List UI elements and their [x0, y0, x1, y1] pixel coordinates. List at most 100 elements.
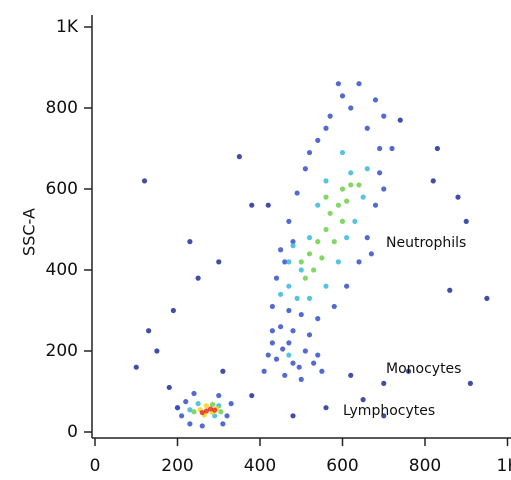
- point: [249, 392, 255, 399]
- point: [170, 307, 176, 314]
- point: [315, 316, 321, 322]
- point: [463, 218, 469, 224]
- point: [286, 218, 292, 224]
- point: [195, 401, 201, 407]
- point: [484, 295, 490, 301]
- point: [360, 194, 366, 200]
- x-tick-label: 1K: [497, 456, 511, 476]
- point: [294, 295, 300, 301]
- point: [286, 307, 292, 314]
- point: [339, 93, 346, 99]
- point: [348, 182, 354, 188]
- point: [166, 384, 172, 391]
- point: [265, 352, 271, 358]
- point: [154, 348, 160, 354]
- point: [302, 348, 308, 354]
- y-tick-label: 800: [46, 98, 78, 118]
- point: [236, 154, 242, 160]
- point: [323, 125, 329, 131]
- point: [348, 372, 354, 378]
- point: [298, 311, 304, 318]
- point: [278, 247, 284, 253]
- point: [273, 275, 280, 281]
- point: [331, 239, 337, 245]
- point: [220, 421, 226, 427]
- point: [141, 178, 148, 184]
- point: [323, 178, 329, 184]
- point: [146, 328, 152, 334]
- point: [290, 239, 296, 245]
- point: [311, 360, 317, 366]
- point: [348, 105, 354, 111]
- point: [269, 340, 275, 346]
- x-tick-label: 200: [161, 456, 193, 476]
- point: [381, 413, 387, 419]
- point: [356, 259, 362, 265]
- point: [306, 149, 313, 156]
- y-tick-label: 0: [67, 422, 78, 442]
- point: [290, 328, 296, 334]
- point: [290, 243, 296, 249]
- point: [323, 405, 329, 411]
- point: [368, 251, 374, 257]
- point: [381, 380, 387, 386]
- point: [224, 413, 230, 419]
- point: [187, 407, 193, 413]
- point: [356, 182, 362, 188]
- point: [191, 390, 197, 397]
- point: [364, 166, 370, 172]
- point: [311, 267, 317, 273]
- point: [455, 194, 461, 200]
- point: [203, 403, 209, 409]
- y-tick-label: 600: [46, 179, 78, 199]
- point: [298, 376, 304, 382]
- point: [327, 210, 333, 216]
- y-tick-label: 200: [46, 341, 78, 361]
- point: [296, 364, 302, 370]
- point: [220, 368, 226, 374]
- point: [286, 283, 292, 289]
- point: [203, 408, 209, 414]
- point: [212, 407, 218, 413]
- point: [356, 81, 362, 87]
- point: [261, 368, 267, 374]
- point: [372, 97, 379, 103]
- point: [339, 149, 346, 156]
- point: [306, 251, 313, 257]
- point: [183, 399, 189, 405]
- point: [323, 283, 329, 289]
- point: [377, 170, 383, 176]
- point: [282, 259, 288, 265]
- point: [286, 340, 292, 346]
- point: [187, 239, 193, 245]
- point: [364, 125, 370, 131]
- point: [294, 190, 300, 196]
- x-tick-label: 800: [409, 456, 441, 476]
- point: [434, 145, 440, 152]
- point: [195, 275, 201, 281]
- point: [381, 113, 387, 119]
- point: [323, 194, 329, 200]
- annotation: Lymphocytes: [343, 403, 435, 419]
- point: [269, 303, 275, 310]
- point: [216, 392, 222, 399]
- point: [360, 397, 366, 403]
- point: [405, 368, 412, 374]
- point: [430, 178, 436, 184]
- point: [352, 218, 358, 224]
- point: [315, 239, 321, 245]
- point: [282, 372, 288, 378]
- point: [290, 360, 296, 366]
- point: [265, 202, 271, 208]
- point: [377, 145, 383, 152]
- point: [191, 409, 197, 415]
- point: [269, 328, 275, 334]
- point: [397, 117, 403, 123]
- point: [209, 401, 216, 408]
- point: [306, 235, 313, 241]
- y-tick-label: 1K: [56, 17, 79, 37]
- x-tick-label: 400: [244, 456, 276, 476]
- point: [344, 235, 350, 241]
- point: [179, 413, 185, 419]
- point: [364, 235, 370, 241]
